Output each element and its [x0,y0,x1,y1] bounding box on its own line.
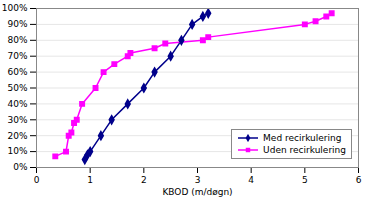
svg-text:50%: 50% [7,83,27,93]
svg-text:0: 0 [34,175,40,185]
svg-text:6: 6 [356,175,362,185]
svg-text:90%: 90% [7,19,27,29]
svg-text:20%: 20% [7,131,27,141]
svg-text:1: 1 [87,175,93,185]
svg-text:40%: 40% [7,99,27,109]
svg-text:KBOD (m/døgn): KBOD (m/døgn) [162,187,232,197]
svg-text:4: 4 [248,175,254,185]
svg-text:30%: 30% [7,115,27,125]
svg-text:70%: 70% [7,51,27,61]
html-text:Med recirkulering: Med recirkulering [263,133,342,143]
svg-text:3: 3 [195,175,201,185]
svg-text:10%: 10% [7,146,27,156]
svg-text:0%: 0% [13,162,28,172]
svg-text:60%: 60% [7,67,27,77]
svg-text:80%: 80% [7,35,27,45]
svg-text:2: 2 [141,175,147,185]
html-text:Uden recirkulering: Uden recirkulering [263,145,346,155]
svg-text:100%: 100% [2,3,28,13]
svg-text:5: 5 [302,175,308,185]
